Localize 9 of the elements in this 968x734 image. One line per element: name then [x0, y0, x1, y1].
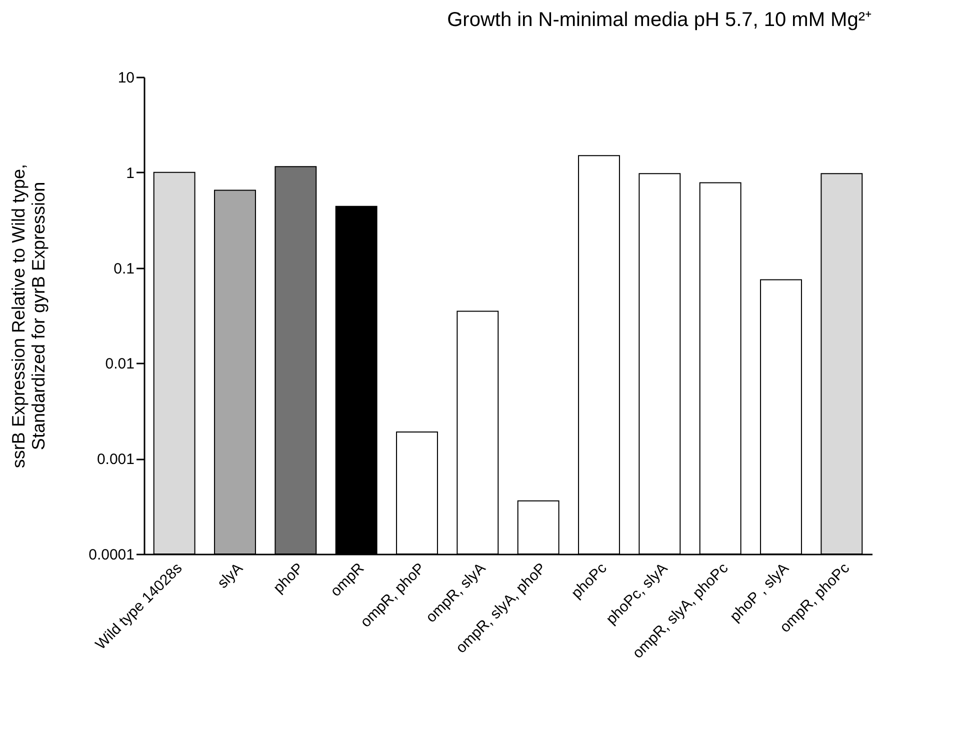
y-tick-label: 0.0001 — [88, 546, 134, 564]
y-tick-label: 1 — [126, 164, 134, 182]
x-tick-label: slyA — [214, 560, 246, 592]
y-tick-label: 0.01 — [105, 356, 134, 373]
y-axis-title: ssrB Expression Relative to Wild type, Standardized for gyrB Expression — [8, 164, 49, 468]
chart-title: Growth in N-minimal media pH 5.7, 10 mM Mg²⁺ — [447, 9, 872, 31]
y-tick-label: 10 — [118, 70, 134, 86]
y-tick-label: 0.1 — [114, 260, 134, 278]
y-tick-label: 0.001 — [96, 451, 134, 468]
